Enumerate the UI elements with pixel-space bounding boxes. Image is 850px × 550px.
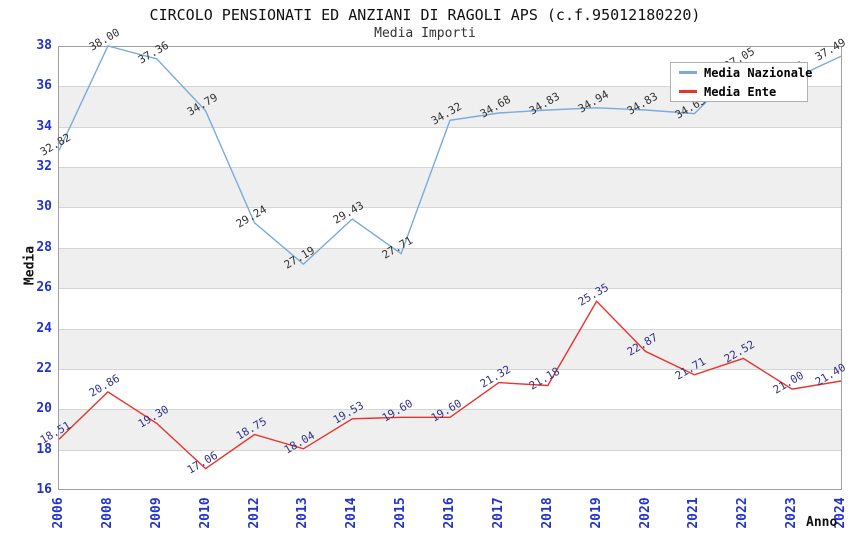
y-tick-label: 20: [36, 401, 52, 417]
y-tick-label: 22: [36, 360, 52, 376]
gridline: [58, 247, 842, 249]
chart-title: CIRCOLO PENSIONATI ED ANZIANI DI RAGOLI …: [149, 6, 701, 24]
gridline: [58, 167, 842, 169]
legend-label: Media Ente: [704, 84, 777, 99]
gridline: [58, 86, 842, 88]
y-tick-label: 36: [36, 78, 52, 94]
y-tick-label: 38: [36, 38, 52, 53]
chart-subtitle: Media Importi: [374, 26, 476, 41]
band-row: [58, 247, 842, 289]
gridline: [58, 368, 842, 370]
band-row: [58, 409, 842, 450]
plot-area: [58, 46, 842, 490]
y-tick-label: 32: [36, 159, 52, 175]
band-row: [58, 167, 842, 208]
y-tick-label: 16: [36, 482, 52, 497]
legend-item: Media Ente: [671, 82, 807, 101]
gridline: [58, 207, 842, 209]
series-line-media-ente: [58, 300, 842, 470]
y-tick-label: 28: [36, 239, 52, 255]
x-axis-title: Anno: [806, 515, 838, 530]
gridline: [58, 449, 842, 451]
y-tick-label: 34: [36, 118, 52, 134]
legend-line-icon: [679, 90, 697, 93]
y-tick-label: 18: [36, 441, 52, 457]
gridline: [58, 288, 842, 290]
band-row: [58, 328, 842, 369]
legend-line-icon: [679, 71, 697, 74]
legend-label: Media Nazionale: [704, 65, 813, 80]
y-tick-label: 24: [36, 320, 52, 336]
gridline: [58, 328, 842, 330]
gridline: [58, 409, 842, 411]
legend: Media Nazionale Media Ente: [670, 62, 812, 102]
legend-item: Media Nazionale: [671, 63, 812, 82]
y-tick-label: 30: [36, 199, 52, 215]
gridline: [58, 126, 842, 128]
y-tick-label: 26: [36, 280, 52, 296]
